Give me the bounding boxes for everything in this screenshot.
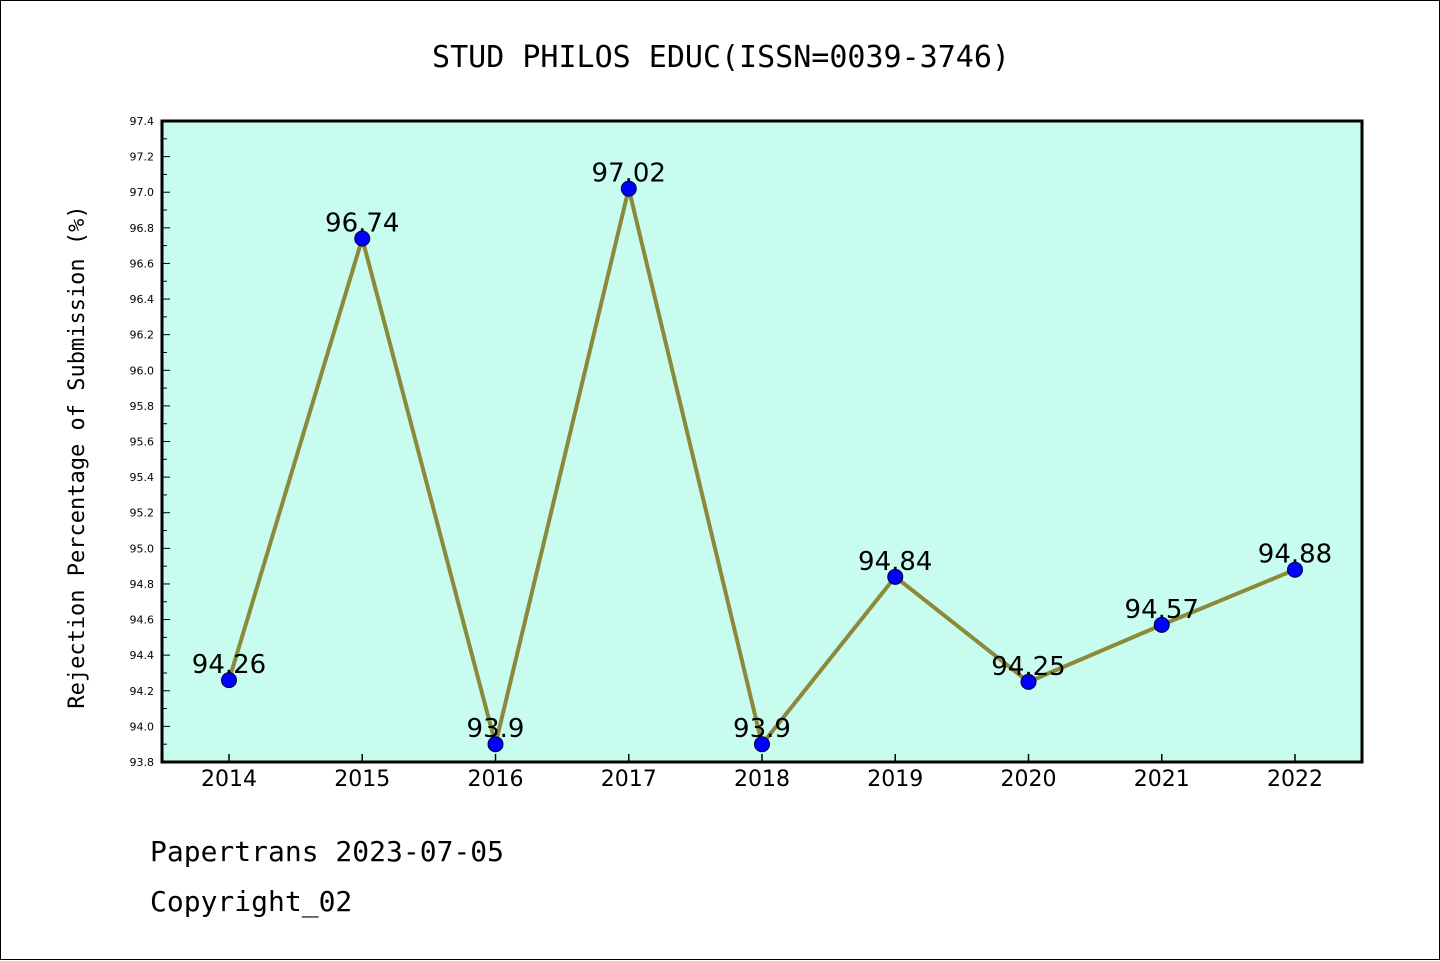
x-axis-ticks: 2014 2015 2016 2017 2018 2019 2020 2021 2022 xyxy=(201,754,1323,792)
data-label: 94.26 xyxy=(192,650,266,680)
chart-title: STUD PHILOS EDUC(ISSN=0039-3746) xyxy=(432,40,1010,75)
data-label: 96.74 xyxy=(325,209,399,239)
data-labels: 94.26 96.74 93.9 97.02 93.9 94.84 94.25 94.57 94… xyxy=(192,159,1332,745)
data-label: 94.84 xyxy=(858,547,932,577)
data-point xyxy=(887,568,904,585)
footer-date-line: Papertrans 2023-07-05 xyxy=(150,835,505,868)
data-label: 93.9 xyxy=(467,714,525,744)
y-tick-label: 94.6 xyxy=(130,614,155,627)
y-tick-label: 95.8 xyxy=(130,400,155,413)
y-tick-label: 95.4 xyxy=(130,471,155,484)
y-axis-label: Rejection Percentage of Submission (%) xyxy=(65,205,90,708)
footer-copyright-line: Copyright_02 xyxy=(150,885,353,918)
x-tick-label: 2016 xyxy=(468,767,524,792)
x-tick-label: 2014 xyxy=(201,767,257,792)
data-point xyxy=(487,736,504,753)
data-point xyxy=(221,672,237,689)
x-tick-label: 2021 xyxy=(1134,767,1190,792)
y-tick-label: 96.8 xyxy=(130,222,155,235)
y-tick-label: 93.8 xyxy=(130,756,155,769)
y-tick-label: 94.8 xyxy=(130,578,155,591)
y-tick-label: 97.2 xyxy=(130,151,155,164)
x-tick-label: 2017 xyxy=(601,767,657,792)
data-label: 94.88 xyxy=(1258,540,1332,570)
y-tick-label: 95.6 xyxy=(130,436,155,449)
data-label: 94.57 xyxy=(1125,595,1199,625)
y-tick-label: 97.4 xyxy=(130,115,155,128)
y-tick-label: 94.2 xyxy=(130,685,155,698)
x-tick-label: 2022 xyxy=(1267,767,1323,792)
data-label: 94.25 xyxy=(991,652,1065,682)
data-point xyxy=(1020,673,1037,690)
y-tick-label: 95.0 xyxy=(130,542,155,555)
x-tick-label: 2020 xyxy=(1001,767,1057,792)
data-label: 93.9 xyxy=(733,714,791,744)
y-tick-label: 96.4 xyxy=(130,293,155,306)
y-tick-label: 94.0 xyxy=(130,720,155,733)
plot-area xyxy=(160,119,1364,764)
y-tick-label: 95.2 xyxy=(130,507,155,520)
y-tick-label: 97.0 xyxy=(130,186,155,199)
y-tick-label: 96.2 xyxy=(130,329,155,342)
data-label: 97.02 xyxy=(592,159,666,189)
data-markers xyxy=(221,180,1303,753)
y-axis-ticks: 93.8 94.0 94.2 94.4 94.6 94.8 95.0 95.2 95.4 95.6… xyxy=(130,115,170,769)
y-tick-label: 96.0 xyxy=(130,364,155,377)
data-point xyxy=(1153,616,1170,633)
data-point xyxy=(354,230,371,247)
data-point xyxy=(620,180,637,197)
x-tick-label: 2019 xyxy=(867,767,923,792)
data-point xyxy=(1287,561,1303,578)
data-point xyxy=(754,736,770,753)
y-tick-label: 96.6 xyxy=(130,257,155,270)
y-tick-label: 94.4 xyxy=(130,649,155,662)
x-tick-label: 2015 xyxy=(334,767,390,792)
x-tick-label: 2018 xyxy=(734,767,790,792)
